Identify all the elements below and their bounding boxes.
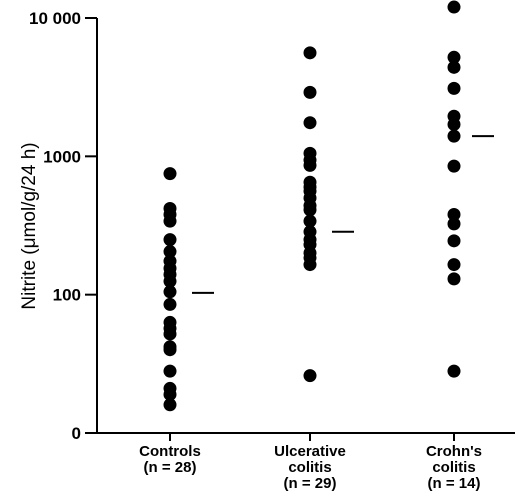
x-category-label-line: colitis (432, 459, 475, 476)
data-point (163, 327, 177, 341)
data-point (163, 274, 177, 288)
x-category-label-line: Crohn's (426, 443, 482, 460)
data-point (163, 398, 177, 412)
data-point (163, 285, 177, 299)
data-point (163, 297, 177, 311)
data-point (447, 272, 461, 286)
data-point (303, 258, 317, 272)
data-point (447, 207, 461, 221)
y-tick-label: 10 000 (29, 9, 81, 28)
y-tick-label: 1000 (43, 147, 81, 166)
data-point (163, 214, 177, 228)
data-point (447, 217, 461, 231)
data-point (303, 158, 317, 172)
x-category-label-line: (n = 28) (144, 459, 197, 476)
x-category-label-line: colitis (288, 459, 331, 476)
data-point (447, 129, 461, 143)
y-axis-title: Nitrite (μmol/g/24 h) (19, 142, 40, 309)
data-point (163, 364, 177, 378)
data-point (447, 258, 461, 272)
data-point (447, 364, 461, 378)
data-point (447, 0, 461, 14)
data-point (447, 60, 461, 74)
data-point (303, 214, 317, 228)
x-category-label-line: (n = 14) (428, 475, 481, 492)
data-point (303, 369, 317, 383)
x-category-label-line: Controls (139, 443, 201, 460)
data-point (163, 233, 177, 247)
data-point (447, 50, 461, 64)
data-point (447, 117, 461, 131)
data-point (303, 203, 317, 217)
median-lines (192, 135, 494, 294)
y-tick-label: 0 (72, 424, 81, 443)
data-point (303, 46, 317, 60)
data-point (163, 387, 177, 401)
x-category-label-line: Ulcerative (274, 443, 346, 460)
data-point (163, 343, 177, 357)
y-tick-label: 100 (53, 286, 81, 305)
axes (96, 18, 515, 434)
data-point (303, 116, 317, 130)
data-point (447, 159, 461, 173)
data-point (447, 234, 461, 248)
data-point (447, 81, 461, 95)
data-point (163, 167, 177, 181)
x-category-label-line: (n = 29) (284, 475, 337, 492)
data-point (303, 85, 317, 99)
y-ticks: 0 100 1000 10 000 (29, 9, 97, 443)
data-point (163, 245, 177, 259)
data-points (163, 0, 461, 412)
